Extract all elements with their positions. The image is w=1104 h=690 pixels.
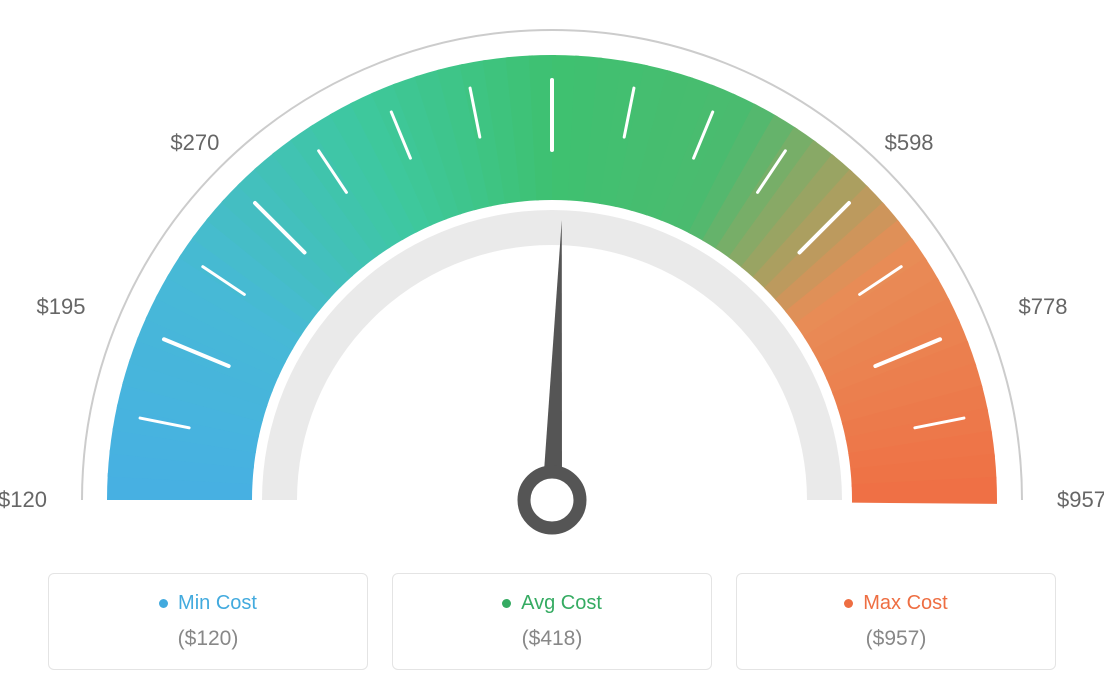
legend-avg-dot [502, 599, 511, 608]
legend-min-text: Min Cost [178, 592, 257, 615]
legend-row: Min Cost ($120) Avg Cost ($418) Max Cost… [0, 573, 1104, 670]
scale-label: $120 [0, 487, 47, 513]
scale-label: $598 [885, 130, 934, 156]
legend-max-text: Max Cost [863, 592, 947, 615]
scale-label: $270 [170, 130, 219, 156]
legend-min-value: ($120) [49, 627, 367, 651]
legend-avg-value: ($418) [393, 627, 711, 651]
legend-max-label: Max Cost [844, 592, 947, 615]
scale-label: $778 [1019, 294, 1068, 320]
legend-avg-text: Avg Cost [521, 592, 602, 615]
scale-label: $957 [1057, 487, 1104, 513]
legend-min-card: Min Cost ($120) [48, 573, 368, 670]
legend-min-dot [159, 599, 168, 608]
cost-gauge-container: $120$195$270$418$598$778$957 Min Cost ($… [0, 0, 1104, 690]
legend-avg-label: Avg Cost [502, 592, 602, 615]
legend-min-label: Min Cost [159, 592, 257, 615]
legend-max-value: ($957) [737, 627, 1055, 651]
scale-label: $195 [36, 294, 85, 320]
legend-avg-card: Avg Cost ($418) [392, 573, 712, 670]
gauge-svg [0, 0, 1104, 560]
legend-max-card: Max Cost ($957) [736, 573, 1056, 670]
legend-max-dot [844, 599, 853, 608]
gauge-chart: $120$195$270$418$598$778$957 [0, 0, 1104, 560]
